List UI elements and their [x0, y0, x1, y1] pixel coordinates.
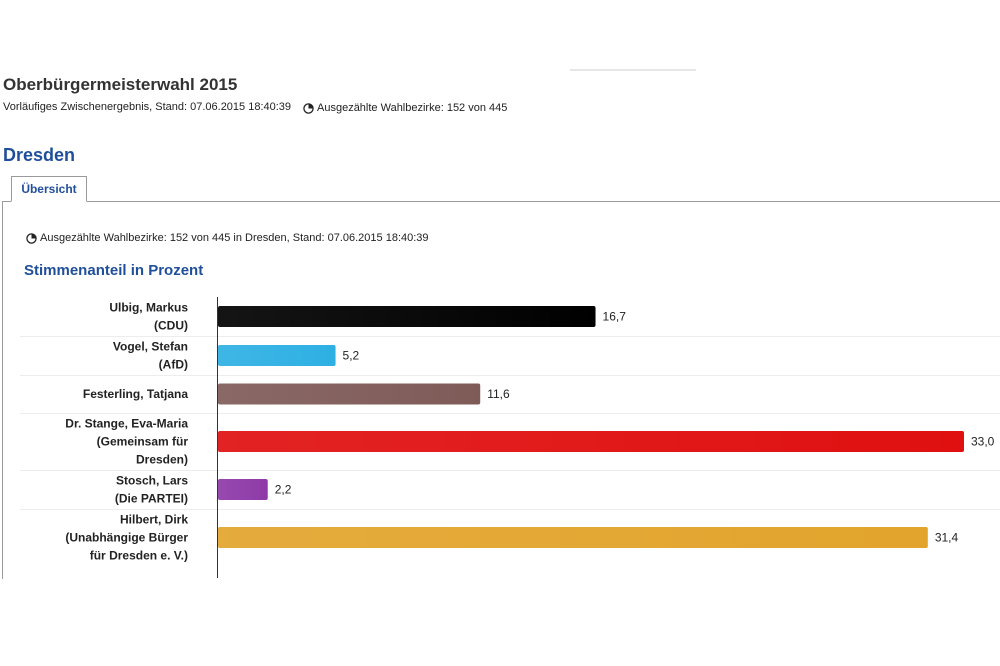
tab-uebersicht[interactable]: Übersicht [11, 176, 87, 202]
counted-districts-detail-text: Ausgezählte Wahlbezirke: 152 von 445 in … [40, 232, 429, 244]
candidate-label-3-line-1: Festerling, Tatjana [83, 387, 188, 401]
candidate-label-5-line-1: Stosch, Lars [116, 474, 188, 488]
value-label-3: 11,6 [487, 387, 510, 401]
pie-chart-icon [303, 102, 314, 114]
top-divider [570, 69, 696, 71]
tab-uebersicht-label: Übersicht [21, 182, 77, 196]
candidate-label-1-line-2: (CDU) [154, 319, 188, 333]
bar-2 [218, 345, 336, 366]
results-panel [2, 201, 1000, 579]
candidate-label-2-line-2: (AfD) [159, 358, 188, 372]
candidate-label-1-line-1: Ulbig, Markus [109, 301, 188, 315]
value-label-6: 31,4 [935, 531, 959, 545]
pie-chart-icon [26, 232, 37, 244]
candidate-label-6-line-3: für Dresden e. V.) [90, 549, 188, 563]
value-label-2: 5,2 [343, 349, 360, 363]
value-label-1: 16,7 [603, 310, 627, 324]
chart-title: Stimmenanteil in Prozent [24, 262, 204, 279]
counted-districts-summary: Ausgezählte Wahlbezirke: 152 von 445 [303, 102, 507, 114]
candidate-label-6-line-2: (Unabhängige Bürger [65, 531, 188, 545]
value-label-5: 2,2 [275, 483, 292, 497]
bar-3 [218, 383, 481, 405]
candidate-label-5-line-2: (Die PARTEI) [115, 492, 188, 506]
candidate-label-4-line-1: Dr. Stange, Eva-Maria [65, 417, 188, 431]
counted-districts-text: Ausgezählte Wahlbezirke: 152 von 445 [317, 102, 508, 114]
bar-5 [218, 479, 268, 500]
candidate-label-4-line-2: (Gemeinsam für [97, 435, 189, 449]
region-title: Dresden [3, 145, 76, 165]
bar-6 [218, 527, 928, 548]
candidate-label-6-line-1: Hilbert, Dirk [120, 513, 188, 527]
bar-4 [218, 431, 964, 452]
candidate-label-4-line-3: Dresden) [136, 453, 188, 467]
candidate-label-2-line-1: Vogel, Stefan [113, 340, 188, 354]
status-subtitle: Vorläufiges Zwischenergebnis, Stand: 07.… [3, 101, 292, 113]
bar-1 [218, 306, 596, 327]
value-label-4: 33,0 [971, 435, 995, 449]
counted-districts-detail: Ausgezählte Wahlbezirke: 152 von 445 in … [26, 232, 429, 244]
page-title: Oberbürgermeisterwahl 2015 [3, 75, 238, 94]
